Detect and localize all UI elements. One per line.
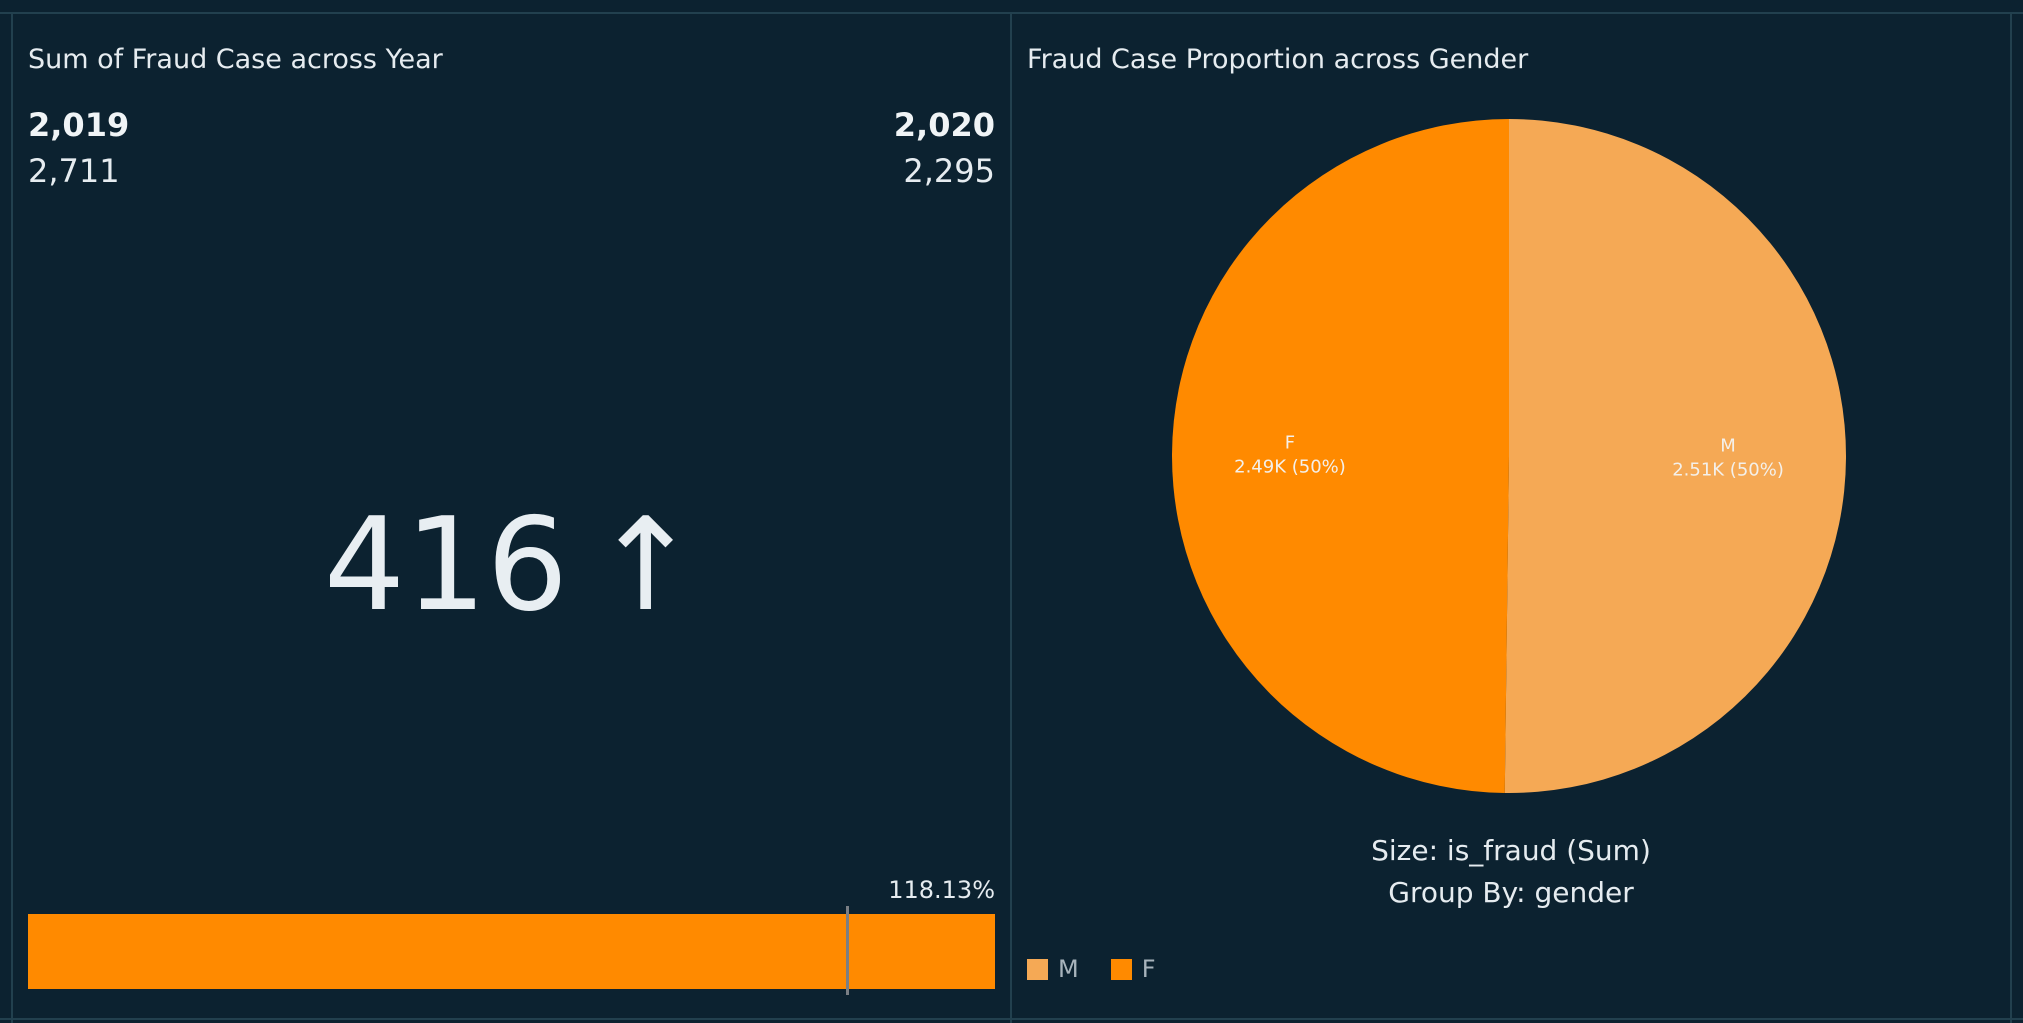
pie-slice-value-label: 2.49K (50%) (1234, 457, 1346, 478)
pie-slice-m[interactable] (1504, 119, 1847, 793)
kpi-panel-title: Sum of Fraud Case across Year (28, 44, 443, 75)
pie-caption-size: Size: is_fraud (Sum) (1371, 834, 1651, 867)
kpi-difference-value: 416 (323, 491, 569, 640)
pie-caption-group: Group By: gender (1388, 876, 1634, 909)
left-year-value: 2,711 (28, 152, 120, 190)
pie-slice-category-label: F (1285, 433, 1295, 454)
left-year-label: 2,019 (28, 106, 130, 144)
progress-bar (28, 914, 995, 989)
legend-swatch-m (1027, 958, 1048, 980)
up-arrow-icon: ↑ (592, 491, 700, 640)
right-year-value: 2,295 (903, 152, 995, 190)
progress-percent-label: 118.13% (888, 876, 995, 904)
legend-swatch-f (1110, 958, 1132, 980)
frame-bottom-line (0, 1018, 2023, 1020)
progress-target-marker (845, 906, 849, 995)
kpi-difference: 416 ↑ (13, 502, 1010, 630)
right-year-label: 2,020 (893, 106, 995, 144)
frame-left-line (11, 12, 13, 1023)
pie-panel-title: Fraud Case Proportion across Gender (1027, 44, 1529, 75)
pie-slice-value-label: 2.51K (50%) (1672, 459, 1784, 480)
legend-item-m[interactable]: M (1027, 955, 1079, 983)
legend-label-f: F (1141, 955, 1156, 983)
kpi-panel[interactable]: Sum of Fraud Case across Year 2,019 2,71… (13, 14, 1010, 1020)
legend-label-m: M (1058, 955, 1079, 983)
pie-chart[interactable]: M 2.51K (50%) F 2.49K (50%) (1012, 14, 2010, 1020)
pie-slice-f[interactable] (1172, 119, 1509, 793)
pie-panel[interactable]: Fraud Case Proportion across Gender M 2.5… (1012, 14, 2010, 1020)
pie-slice-category-label: M (1720, 435, 1736, 456)
legend-item-f[interactable]: F (1110, 955, 1156, 983)
frame-right-line (2010, 12, 2012, 1023)
pie-legend: M F (1027, 955, 1188, 983)
frame-divider-line (1010, 12, 1012, 1023)
